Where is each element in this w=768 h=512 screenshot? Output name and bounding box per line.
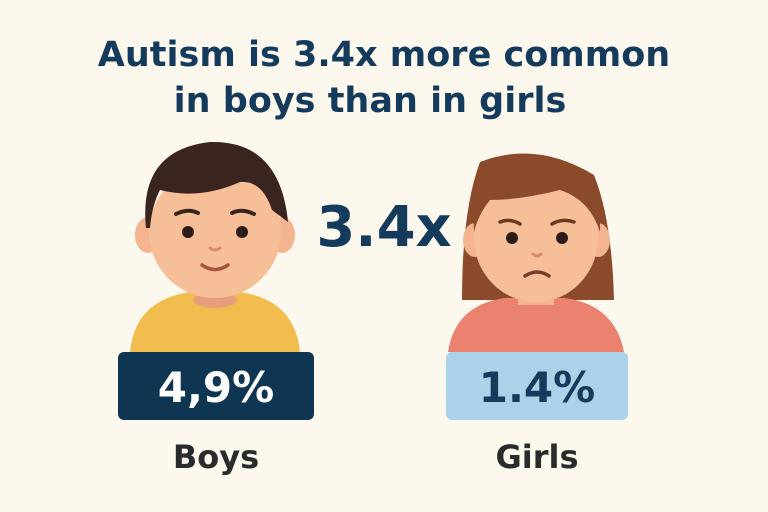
boy-illustration [130,141,300,352]
title-line: in boys than in girls [174,81,567,121]
value-badge [446,352,628,420]
group-label: Boys [173,438,259,476]
group-label: Girls [495,438,578,476]
title-line: Autism is 3.4x more common [98,35,670,75]
ratio: 3.4x [316,195,451,260]
value: 1.4% [479,363,595,412]
value-badge [118,352,314,420]
girl-illustration [448,153,624,352]
value: 4,9% [158,363,274,412]
